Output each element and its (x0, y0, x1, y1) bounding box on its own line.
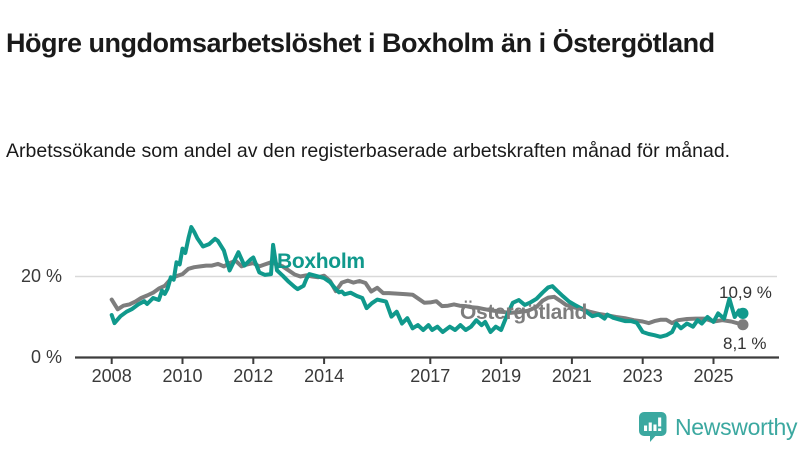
end-value-boxholm: 10,9 % (719, 283, 772, 302)
x-tick-label-2014: 2014 (304, 366, 345, 386)
x-tick-label-2023: 2023 (622, 366, 663, 386)
x-tick-label-2019: 2019 (481, 366, 522, 386)
chart-subtitle: Arbetssökande som andel av den registerb… (6, 139, 731, 162)
x-tick-label-2008: 2008 (91, 366, 132, 386)
page-title: Högre ungdomsarbetslöshet i Boxholm än i… (6, 28, 715, 59)
newsworthy-logo[interactable]: Newsworthy (639, 412, 798, 442)
series-end-dot-boxholm (737, 307, 749, 319)
newsworthy-logo-text: Newsworthy (675, 413, 798, 440)
series-label-ostergotland: Östergötland (460, 301, 588, 324)
newsworthy-logo-icon (639, 412, 667, 442)
x-tick-label-2021: 2021 (551, 366, 592, 386)
series-line-östergötland (109, 258, 745, 327)
x-tick-label-2017: 2017 (410, 366, 451, 386)
end-value-ostergotland: 8,1 % (723, 334, 767, 353)
y-tick-label-20: 20 % (20, 266, 62, 286)
y-tick-label-0: 0 % (30, 347, 62, 367)
unemployment-line-chart (75, 225, 779, 364)
x-tick-label-2025: 2025 (693, 366, 734, 386)
x-tick-label-2010: 2010 (162, 366, 203, 386)
series-end-dot-östergötland (737, 319, 749, 331)
series-label-boxholm: Boxholm (277, 250, 365, 273)
x-tick-label-2012: 2012 (233, 366, 274, 386)
series-line-boxholm (109, 225, 745, 339)
